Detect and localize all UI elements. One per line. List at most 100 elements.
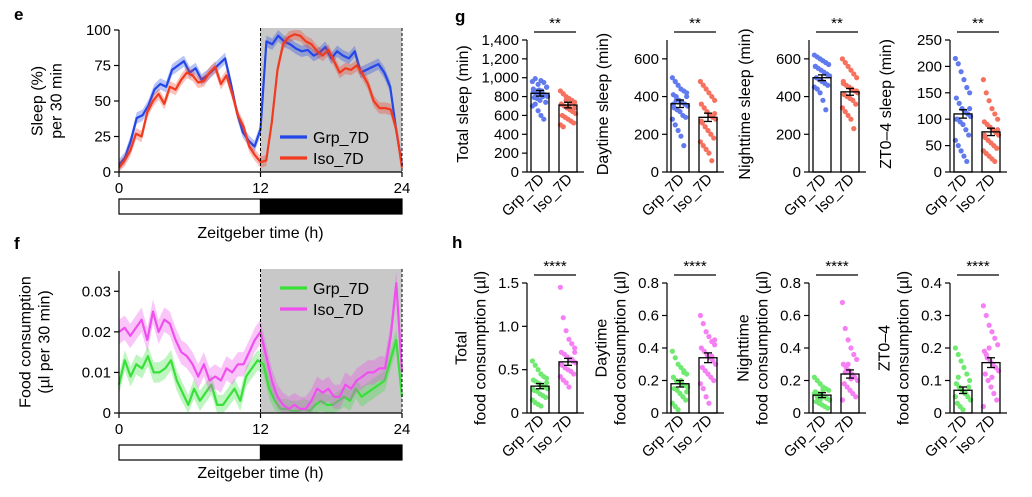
data-point: [708, 131, 714, 137]
data-point: [967, 106, 973, 112]
data-point: [991, 390, 997, 397]
data-point: [961, 77, 967, 83]
data-point: [851, 71, 857, 77]
data-point: [560, 315, 566, 321]
data-point: [703, 86, 709, 92]
y-axis-label: ZT0–4 sleep (min): [878, 39, 895, 169]
data-point: [560, 124, 566, 130]
data-point: [848, 345, 854, 351]
y-tick-label: 0: [934, 164, 942, 181]
data-point: [961, 153, 967, 159]
data-point: [963, 127, 969, 133]
y-tick-label: 100: [86, 22, 111, 39]
panel-f: f 0 0.01 0.02 0.03 0 12 24 Zeitgeber time (h) Foo…: [14, 234, 410, 482]
data-point: [683, 114, 689, 120]
data-point: [681, 369, 687, 375]
light-phase-bar: [118, 198, 262, 215]
data-point: [850, 97, 856, 103]
dark-phase-bar: [259, 198, 403, 215]
data-point: [854, 356, 860, 362]
x-tick-label: 0: [115, 421, 123, 438]
data-point: [537, 97, 543, 103]
data-point: [572, 345, 578, 351]
legend-label: Iso_7D: [313, 302, 364, 319]
data-point: [845, 361, 851, 367]
data-point: [544, 375, 550, 381]
x-axis-label: Zeitgeber time (h): [197, 465, 323, 482]
significance-label: ****: [825, 258, 849, 275]
data-point: [678, 133, 684, 139]
data-point: [814, 86, 820, 92]
y-tick-label: 0: [511, 164, 519, 181]
y-tick-label: 0.6: [638, 308, 659, 325]
data-point: [700, 82, 706, 88]
y-axis-label: food consumption (µl): [473, 271, 490, 425]
y-tick-label: 0.3: [921, 308, 942, 325]
y-tick-label: 50: [925, 138, 942, 155]
y-axis-label: ZT0–4: [877, 325, 894, 371]
x-tick-label: 24: [394, 421, 411, 438]
data-point: [702, 124, 708, 130]
data-point: [960, 407, 966, 413]
data-point: [995, 116, 1001, 122]
data-point: [711, 135, 717, 141]
data-point: [703, 329, 709, 335]
data-point: [535, 108, 541, 114]
data-point: [826, 61, 832, 68]
data-point: [673, 93, 679, 100]
data-point: [983, 351, 989, 358]
y-tick-label: 600: [634, 51, 659, 68]
y-tick-label: 1.0: [498, 318, 519, 335]
data-point: [952, 345, 959, 351]
data-point: [532, 362, 538, 368]
y-tick-label: 0.4: [780, 340, 801, 357]
significance-label: **: [972, 15, 984, 32]
data-point: [563, 328, 569, 334]
data-point: [986, 98, 992, 104]
data-point: [966, 384, 972, 390]
y-tick-label: 1,000: [481, 70, 519, 87]
y-tick-label: 0.4: [921, 275, 942, 292]
data-point: [983, 90, 989, 96]
data-point: [712, 110, 718, 117]
panel-g1: g02004006008001,0001,2001,400Grp_7DIso_7…: [455, 7, 584, 220]
series-line-Grp_7D: [117, 338, 404, 413]
y-tick-label: 0.5: [498, 362, 519, 379]
data-point: [538, 403, 544, 409]
data-point: [709, 93, 715, 100]
data-point: [981, 132, 987, 138]
data-point: [986, 345, 992, 351]
y-tick-label: 250: [917, 32, 942, 49]
y-tick-label: 0: [103, 164, 111, 181]
y-axis-label: food consumption (µl): [613, 271, 630, 425]
data-point: [961, 364, 967, 371]
data-point: [817, 90, 823, 96]
panel-letter: e: [14, 5, 23, 24]
data-point: [701, 105, 707, 111]
data-point: [541, 116, 547, 122]
data-point: [712, 337, 718, 343]
y-tick-label: 100: [917, 111, 942, 128]
data-point: [952, 55, 959, 62]
data-point: [853, 394, 859, 400]
data-point: [992, 158, 998, 165]
data-point: [538, 112, 544, 119]
data-point: [842, 109, 848, 115]
data-point: [845, 112, 851, 119]
data-point: [572, 349, 578, 355]
data-point: [532, 101, 538, 107]
y-tick-label: 0: [651, 164, 659, 181]
data-point: [980, 303, 987, 309]
data-point: [845, 63, 851, 69]
data-point: [955, 374, 961, 380]
data-point: [985, 377, 991, 384]
y-tick-label: 25: [94, 129, 111, 146]
data-point: [697, 78, 704, 85]
x-tick-label: 12: [252, 180, 269, 197]
y-tick-label: 0: [793, 405, 801, 422]
